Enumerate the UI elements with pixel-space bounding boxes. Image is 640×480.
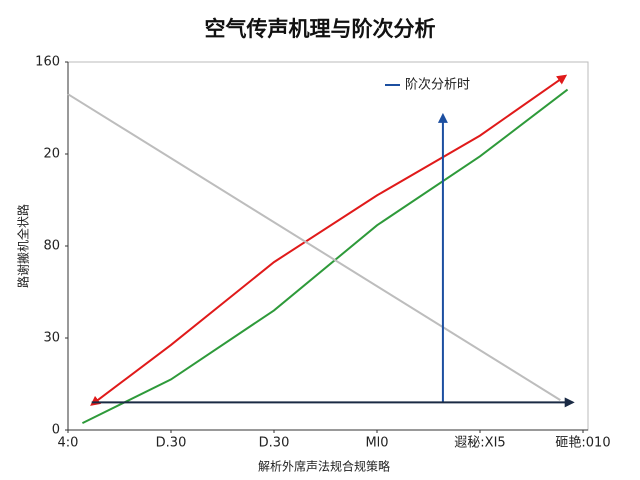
y-tick-label: 0 <box>52 423 60 438</box>
y-tick-label: 20 <box>43 147 60 162</box>
x-tick-label: 4:0 <box>58 436 79 451</box>
series-line <box>67 93 561 401</box>
x-tick-label: Ml0 <box>365 436 388 451</box>
series-line <box>81 88 569 424</box>
x-tick-label: D.30 <box>156 436 187 451</box>
y-tick-label: 30 <box>43 331 60 346</box>
y-axis-label: 路谢搬机全状路 <box>16 204 31 288</box>
plot-frame <box>67 61 589 431</box>
y-tick-label: 80 <box>43 239 60 254</box>
x-tick-label: 遐秘:XI5 <box>454 436 505 451</box>
x-axis-label: 解析外席声法规合规策略 <box>258 459 390 474</box>
series-line <box>90 74 568 406</box>
y-tick-label: 160 <box>35 55 60 70</box>
x-tick-label: D.30 <box>259 436 290 451</box>
chart-title: 空气传声机理与阶次分析 <box>205 17 436 41</box>
x-tick-label: 砸艳:010 <box>555 435 610 451</box>
legend-label: 阶次分析时 <box>405 77 470 93</box>
